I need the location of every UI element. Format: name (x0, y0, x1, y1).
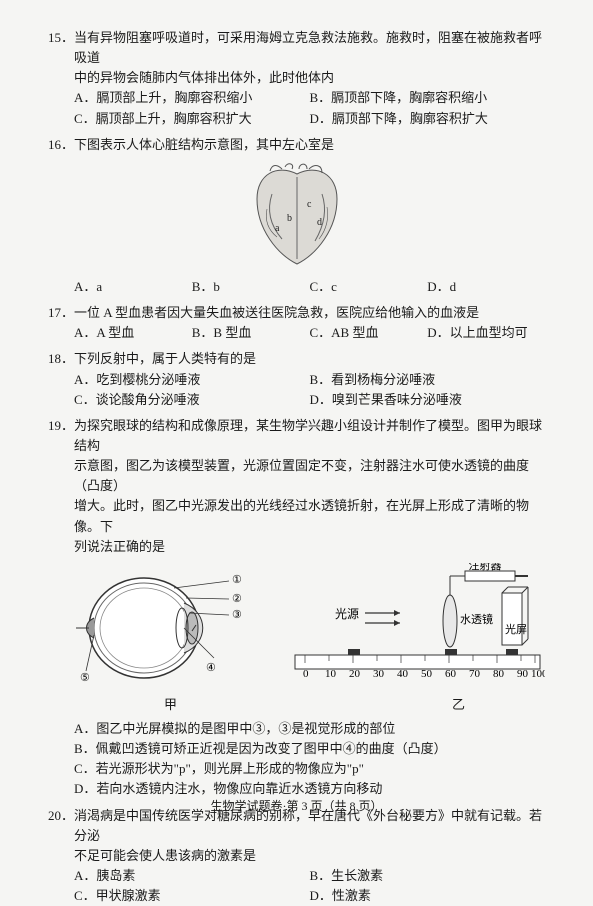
svg-text:100: 100 (531, 668, 545, 680)
svg-text:10: 10 (325, 668, 337, 680)
q18-opt-d: D．嗅到芒果香味分泌唾液 (310, 390, 546, 410)
q16-opt-d: D．d (427, 277, 545, 297)
eye-label-3: ③ (232, 609, 242, 621)
q16-opt-a: A．a (74, 277, 192, 297)
q15-num: 15． (48, 28, 74, 68)
question-19: 19． 为探究眼球的结构和成像原理，某生物学兴趣小组设计并制作了模型。图甲为眼球… (48, 416, 545, 800)
q18-num: 18． (48, 349, 74, 369)
q17-opt-a: A．A 型血 (74, 323, 192, 343)
q20-opt-d: D．性激素 (310, 886, 546, 906)
svg-text:50: 50 (421, 668, 433, 680)
q16-opt-c: C．c (310, 277, 428, 297)
q15-text-line2: 中的异物会随肺内气体排出体外，此时他体内 (48, 68, 545, 88)
svg-text:20: 20 (349, 668, 361, 680)
svg-text:c: c (307, 199, 312, 210)
q18-opt-a: A．吃到樱桃分泌唾液 (74, 370, 310, 390)
q19-text-line1: 为探究眼球的结构和成像原理，某生物学兴趣小组设计并制作了模型。图甲为眼球结构 (74, 416, 545, 456)
injector-label: 注射器 (469, 563, 502, 572)
svg-text:40: 40 (397, 668, 409, 680)
q18-opt-c: C．谈论酸角分泌唾液 (74, 390, 310, 410)
q20-text-line2: 不足可能会使人患该病的激素是 (48, 846, 545, 866)
q17-text: 一位 A 型血患者因大量失血被送往医院急救，医院应给他输入的血液是 (74, 303, 545, 323)
q17-num: 17． (48, 303, 74, 323)
q20-opt-a: A．胰岛素 (74, 866, 310, 886)
page-footer: 生物学试题卷·第 3 页（共 8 页） (0, 797, 593, 816)
q19-text-line2: 示意图，图乙为该模型装置，光源位置固定不变，注射器注水可使水透镜的曲度（凸度） (48, 456, 545, 496)
q16-num: 16． (48, 135, 74, 155)
eye-label-2: ② (232, 593, 242, 605)
q19-text-line4: 列说法正确的是 (48, 537, 545, 557)
svg-text:90: 90 (517, 668, 529, 680)
q15-text-line1: 当有异物阻塞呼吸道时，可采用海姆立克急救法施救。施救时，阻塞在被施救者呼吸道 (74, 28, 545, 68)
q19-opt-a: A．图乙中光屏模拟的是图甲中③，③是视觉形成的部位 (48, 719, 545, 739)
svg-text:60: 60 (445, 668, 457, 680)
fig-cap-2: 乙 (452, 695, 465, 715)
q20-opt-c: C．甲状腺激素 (74, 886, 310, 906)
q19-opt-c: C．若光源形状为"p"，则光屏上形成的物像应为"p" (48, 759, 545, 779)
q16-opt-b: B．b (192, 277, 310, 297)
screen-label: 光屏 (505, 622, 527, 636)
question-16: 16． 下图表示人体心脏结构示意图，其中左心室是 a b c d A．a B．b… (48, 135, 545, 297)
q17-opt-d: D．以上血型均可 (427, 323, 545, 343)
q15-opt-a: A．膈顶部上升，胸廓容积缩小 (74, 88, 310, 108)
svg-text:80: 80 (493, 668, 505, 680)
q15-opt-c: C．膈顶部上升，胸廓容积扩大 (74, 109, 310, 129)
eye-label-4: ④ (206, 662, 216, 674)
q19-opt-b: B．佩戴凹透镜可矫正近视是因为改变了图甲中④的曲度（凸度） (48, 739, 545, 759)
question-15: 15． 当有异物阻塞呼吸道时，可采用海姆立克急救法施救。施救时，阻塞在被施救者呼… (48, 28, 545, 129)
svg-text:0: 0 (303, 668, 309, 680)
lens-label: 水透镜 (460, 612, 493, 626)
q17-opt-b: B．B 型血 (192, 323, 310, 343)
fig-cap-1: 甲 (164, 695, 177, 715)
q16-text: 下图表示人体心脏结构示意图，其中左心室是 (74, 135, 545, 155)
eye-diagram: ① ② ③ ④ ⑤ (74, 563, 274, 693)
heart-icon: a b c d (237, 159, 357, 269)
q19-text-line3: 增大。此时，图乙中光源发出的光线经过水透镜折射，在光屏上形成了清晰的物像。下 (48, 496, 545, 536)
q15-opt-b: B．膈顶部下降，胸廓容积缩小 (310, 88, 546, 108)
eye-label-1: ① (232, 574, 242, 586)
question-17: 17． 一位 A 型血患者因大量失血被送往医院急救，医院应给他输入的血液是 A．… (48, 303, 545, 343)
eye-label-5: ⑤ (80, 672, 90, 684)
q18-opt-b: B．看到杨梅分泌唾液 (310, 370, 546, 390)
question-18: 18． 下列反射中，属于人类特有的是 A．吃到樱桃分泌唾液 B．看到杨梅分泌唾液… (48, 349, 545, 409)
q17-opt-c: C．AB 型血 (310, 323, 428, 343)
svg-text:70: 70 (469, 668, 481, 680)
svg-text:b: b (287, 213, 292, 224)
q15-opt-d: D．膈顶部下降，胸廓容积扩大 (310, 109, 546, 129)
svg-text:30: 30 (373, 668, 385, 680)
svg-text:a: a (275, 223, 280, 234)
q20-opt-b: B．生长激素 (310, 866, 546, 886)
question-20: 20． 消渴病是中国传统医学对糖尿病的别称，早在唐代《外台秘要方》中就有记载。若… (48, 806, 545, 906)
heart-diagram: a b c d (48, 159, 545, 275)
optics-diagram: 注射器 0 10 20 30 40 50 60 70 80 90 100 (290, 563, 545, 693)
q19-num: 19． (48, 416, 74, 456)
source-label: 光源 (335, 607, 359, 621)
svg-text:d: d (317, 217, 322, 228)
q18-text: 下列反射中，属于人类特有的是 (74, 349, 545, 369)
